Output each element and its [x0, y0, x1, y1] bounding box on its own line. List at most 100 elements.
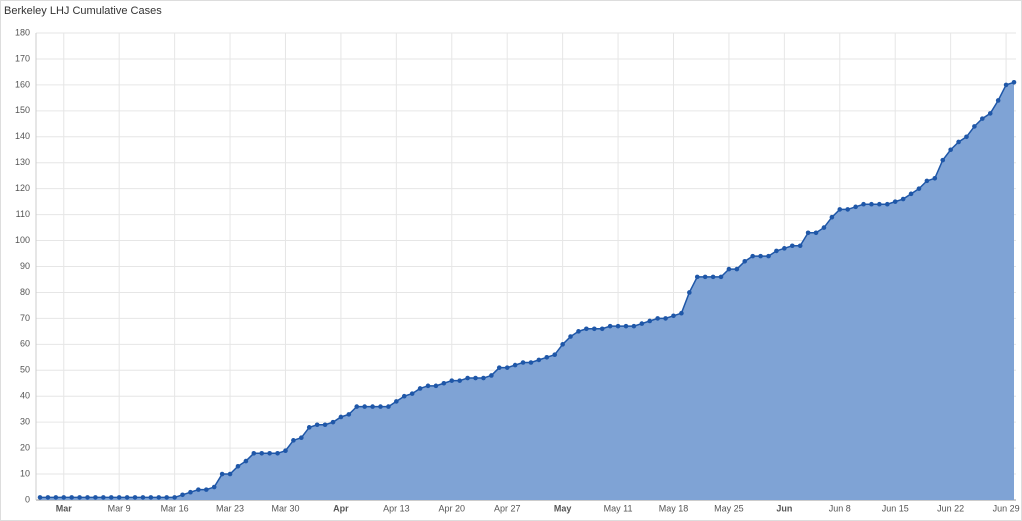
point — [164, 495, 169, 500]
y-tick-label: 60 — [20, 339, 30, 349]
x-tick-label: Mar 23 — [216, 503, 244, 513]
point — [813, 230, 819, 236]
x-tick-label: May 18 — [659, 503, 689, 513]
point — [132, 495, 138, 500]
point — [853, 204, 858, 210]
point — [568, 334, 573, 339]
point — [972, 124, 977, 129]
point — [592, 326, 597, 332]
y-tick-label: 120 — [15, 183, 30, 193]
point — [900, 196, 906, 202]
point — [892, 199, 898, 204]
point — [481, 375, 486, 381]
point — [322, 422, 328, 428]
y-tick-label: 90 — [20, 261, 30, 271]
point — [639, 321, 645, 326]
x-tick-label: Jun — [776, 503, 792, 513]
point — [196, 487, 201, 492]
y-tick-label: 50 — [20, 365, 30, 375]
x-tick-label: Jun 22 — [937, 503, 964, 513]
point — [489, 373, 494, 378]
point — [718, 274, 724, 280]
point — [291, 438, 296, 443]
point — [386, 404, 391, 409]
x-tick-label: Mar — [56, 503, 73, 513]
point — [243, 458, 249, 464]
point — [964, 134, 969, 140]
point — [599, 326, 605, 332]
point — [837, 207, 843, 212]
point — [734, 266, 740, 272]
point — [235, 463, 241, 469]
y-tick-label: 170 — [15, 53, 30, 63]
point — [370, 404, 375, 409]
point — [663, 316, 668, 321]
point — [861, 201, 866, 207]
x-tick-label: May — [554, 503, 572, 513]
point — [306, 425, 312, 430]
point — [766, 253, 771, 259]
point — [275, 451, 280, 456]
x-tick-label: Jun 29 — [993, 503, 1020, 513]
point — [956, 139, 961, 145]
point — [536, 357, 542, 363]
x-tick-label: Mar 16 — [161, 503, 189, 513]
point — [203, 487, 209, 492]
point — [528, 360, 534, 365]
point — [401, 393, 407, 399]
point — [188, 489, 193, 495]
point — [108, 495, 114, 500]
x-tick-label: Mar 30 — [271, 503, 299, 513]
point — [457, 378, 462, 383]
point — [61, 495, 67, 500]
y-tick-label: 40 — [20, 391, 30, 401]
point — [512, 362, 518, 368]
point — [877, 201, 882, 207]
y-tick-label: 140 — [15, 131, 30, 141]
point — [449, 378, 455, 383]
y-tick-label: 20 — [20, 442, 30, 452]
point — [441, 380, 447, 386]
point — [338, 414, 344, 420]
point — [504, 365, 510, 370]
point — [789, 243, 795, 249]
point — [520, 360, 526, 365]
point — [140, 495, 146, 500]
point — [267, 451, 272, 456]
point — [425, 383, 431, 389]
point — [829, 214, 835, 220]
y-tick-label: 160 — [15, 79, 30, 89]
point — [101, 495, 106, 500]
point — [251, 451, 257, 456]
x-tick-label: Apr 20 — [439, 503, 466, 513]
point — [172, 495, 177, 500]
y-tick-label: 10 — [20, 468, 30, 478]
point — [552, 352, 558, 358]
point — [694, 274, 700, 280]
point — [330, 419, 336, 425]
point — [544, 355, 550, 360]
y-tick-label: 80 — [20, 287, 30, 297]
point — [299, 435, 304, 441]
point — [980, 116, 985, 121]
chart-title: Berkeley LHJ Cumulative Cases — [4, 5, 162, 17]
point — [465, 375, 470, 381]
point — [148, 495, 154, 500]
point — [394, 399, 399, 404]
line — [40, 81, 1015, 499]
y-tick-label: 150 — [15, 105, 30, 115]
point — [631, 323, 637, 329]
point — [710, 274, 716, 280]
point — [1011, 79, 1017, 85]
point — [995, 98, 1001, 103]
point — [607, 323, 613, 329]
point — [821, 225, 827, 230]
point — [433, 383, 439, 389]
point — [93, 495, 98, 500]
point — [283, 448, 288, 454]
x-tick-label: Mar 9 — [108, 503, 131, 513]
point — [576, 329, 581, 334]
point — [940, 157, 946, 163]
point — [671, 313, 676, 319]
